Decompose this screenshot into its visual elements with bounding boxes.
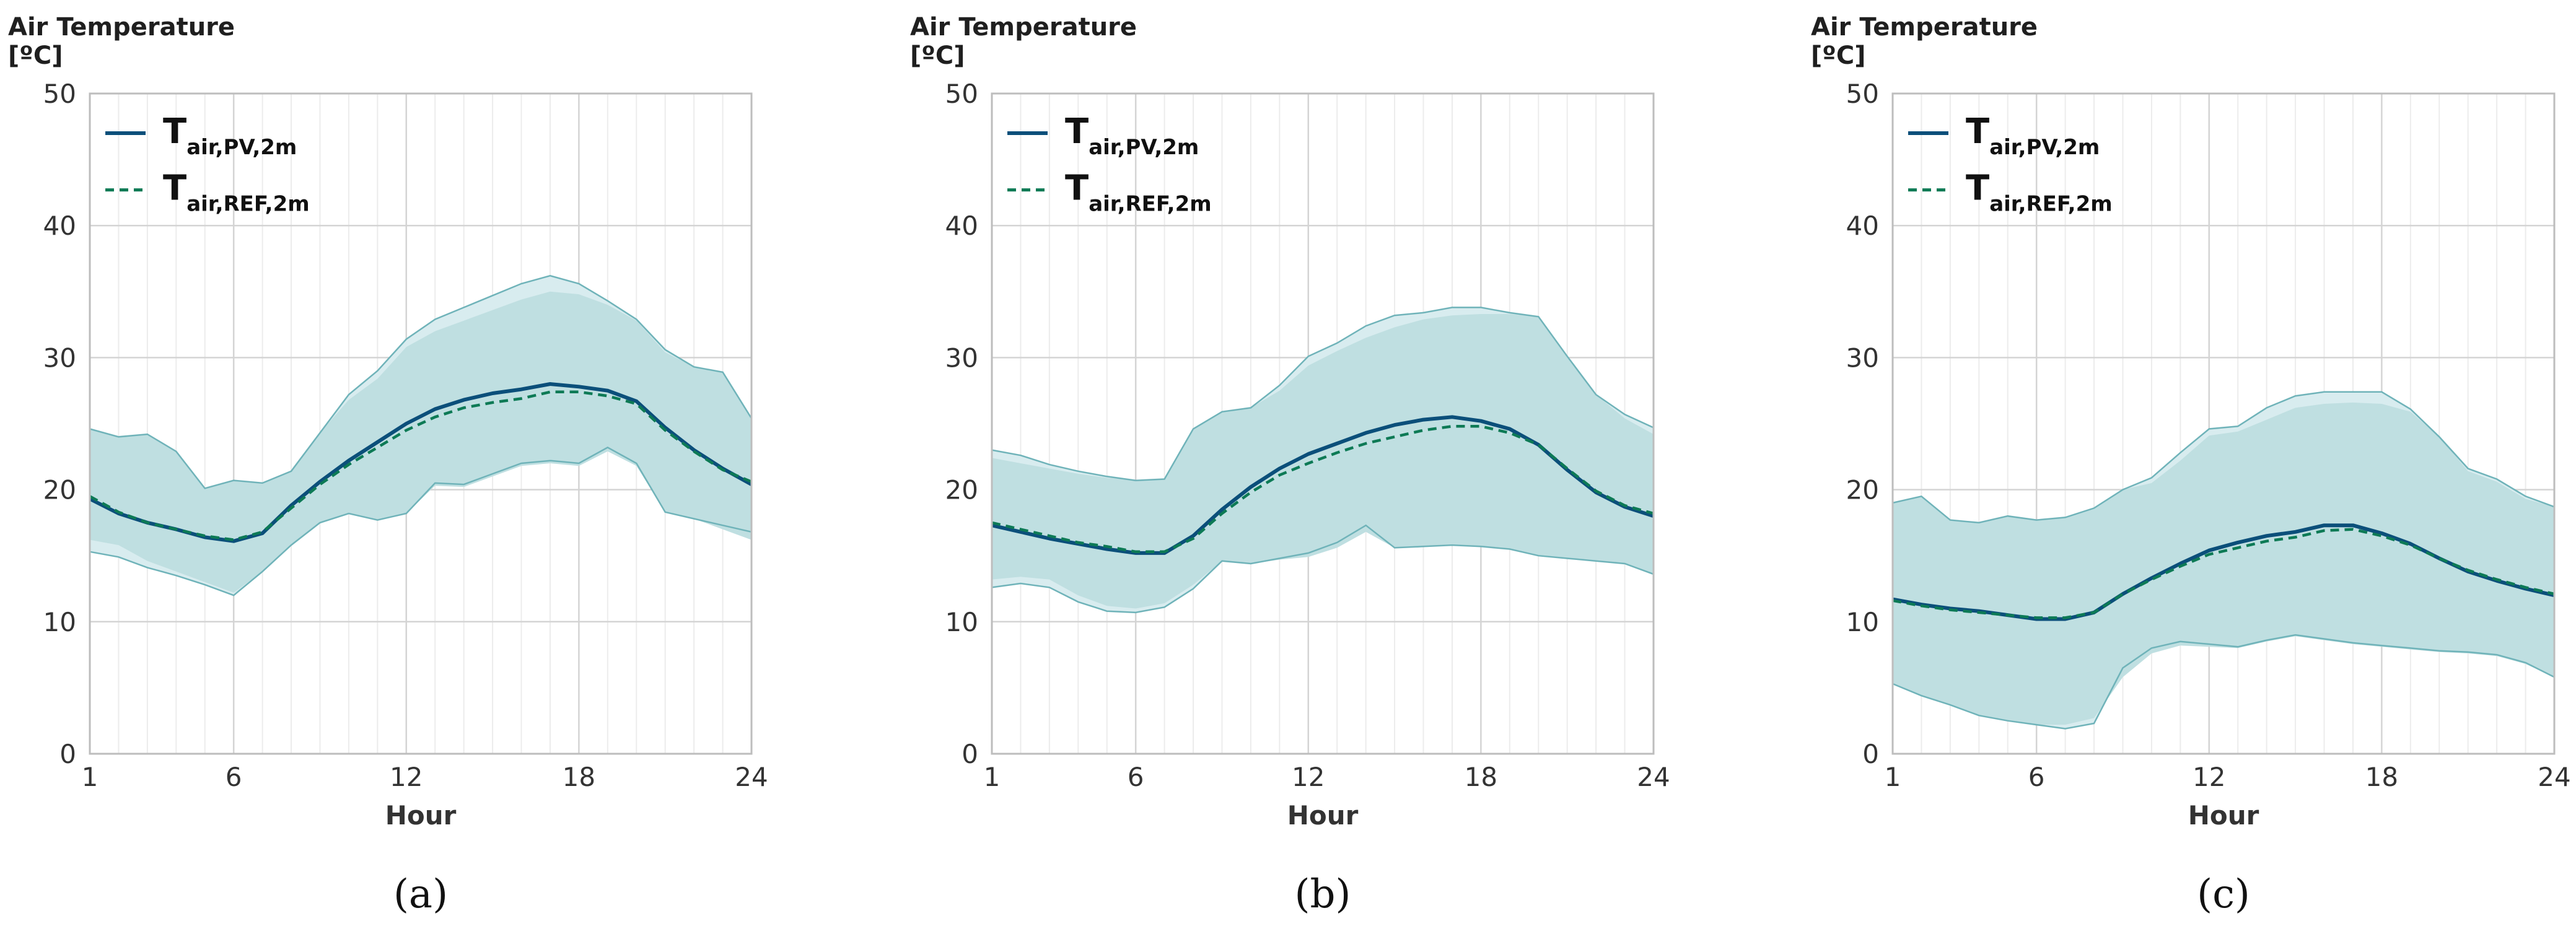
band-lower-edge	[1892, 634, 2555, 730]
band-lower-edge	[991, 524, 1654, 614]
x-axis-label: Hour	[385, 800, 457, 831]
legend-label: Tair,PV,2m	[163, 111, 297, 160]
y-tick-label: 10	[43, 607, 76, 637]
y-tick-label: 30	[43, 343, 76, 373]
y-tick-label: 30	[1846, 343, 1879, 373]
y-tick-label: 0	[1862, 739, 1879, 769]
band-lower-edge	[89, 446, 752, 596]
series-line-ref	[89, 390, 752, 541]
y-axis-label-line2: [ºC]	[8, 41, 63, 70]
x-tick-label: 18	[2365, 762, 2398, 792]
x-tick-label: 12	[1292, 762, 1325, 792]
plot-frame	[1891, 92, 2556, 755]
x-tick-label: 18	[563, 762, 595, 792]
x-tick-label: 6	[1128, 762, 1144, 792]
x-axis-label: Hour	[2188, 800, 2259, 831]
band-ref-range	[992, 314, 1654, 609]
legend-label: Tair,REF,2m	[1966, 168, 2113, 217]
x-tick-label: 18	[1465, 762, 1497, 792]
y-tick-label: 10	[945, 607, 978, 637]
y-tick-label: 0	[962, 739, 978, 769]
y-tick-label: 10	[1846, 607, 1879, 637]
y-tick-label: 40	[1846, 211, 1879, 241]
y-tick-label: 40	[43, 211, 76, 241]
y-tick-label: 30	[945, 343, 978, 373]
x-tick-label: 24	[1637, 762, 1670, 792]
x-tick-label: 1	[82, 762, 99, 792]
y-axis-label-line2: [ºC]	[1811, 41, 1865, 70]
panel-caption: (b)	[1295, 871, 1351, 917]
series-line-ref	[1892, 528, 2555, 619]
y-tick-label: 20	[43, 475, 76, 505]
y-tick-label: 50	[945, 79, 978, 109]
x-tick-label: 24	[735, 762, 768, 792]
y-tick-label: 50	[1846, 79, 1879, 109]
panel-c: 0 10 20 30 40 50 1 6 12 18 24 Hour Air Temperature[º…	[1811, 13, 2571, 917]
legend-label: Tair,REF,2m	[163, 168, 310, 217]
x-tick-label: 12	[2193, 762, 2225, 792]
y-tick-label: 50	[43, 79, 76, 109]
x-tick-label: 12	[390, 762, 423, 792]
y-tick-label: 20	[945, 475, 978, 505]
panel-b: 0 10 20 30 40 50 1 6 12 18 24 Hour Air Temperature[º…	[910, 13, 1670, 917]
panel-caption: (a)	[393, 871, 448, 917]
y-axis-label-line1: Air Temperature	[1811, 13, 2038, 41]
x-axis-label: Hour	[1287, 800, 1359, 831]
panel-a: 0 10 20 30 40 50 1 6 12 18 24 Hour Air Temperature[º…	[8, 13, 768, 917]
y-axis-label-line1: Air Temperature	[910, 13, 1137, 41]
y-tick-label: 0	[59, 739, 76, 769]
y-axis-label-line2: [ºC]	[910, 41, 965, 70]
x-tick-label: 1	[1885, 762, 1901, 792]
y-tick-label: 40	[945, 211, 978, 241]
x-tick-label: 6	[2028, 762, 2045, 792]
series-line-ref	[991, 425, 1654, 554]
band-upper-edge	[1892, 391, 2555, 524]
legend-label: Tair,PV,2m	[1065, 111, 1199, 160]
band-upper-edge	[89, 274, 753, 489]
panel-caption: (c)	[2197, 871, 2250, 917]
y-tick-label: 20	[1846, 475, 1879, 505]
band-upper-edge	[991, 307, 1654, 481]
legend-label: Tair,PV,2m	[1966, 111, 2100, 160]
x-tick-label: 1	[984, 762, 1001, 792]
band-ref-range	[1893, 402, 2554, 725]
plot-frame	[89, 92, 753, 755]
y-axis-label-line1: Air Temperature	[8, 13, 235, 41]
x-tick-label: 24	[2538, 762, 2570, 792]
legend-label: Tair,REF,2m	[1065, 168, 1212, 217]
plot-frame	[991, 92, 1655, 755]
band-ref-range	[90, 291, 751, 593]
x-tick-label: 6	[226, 762, 242, 792]
